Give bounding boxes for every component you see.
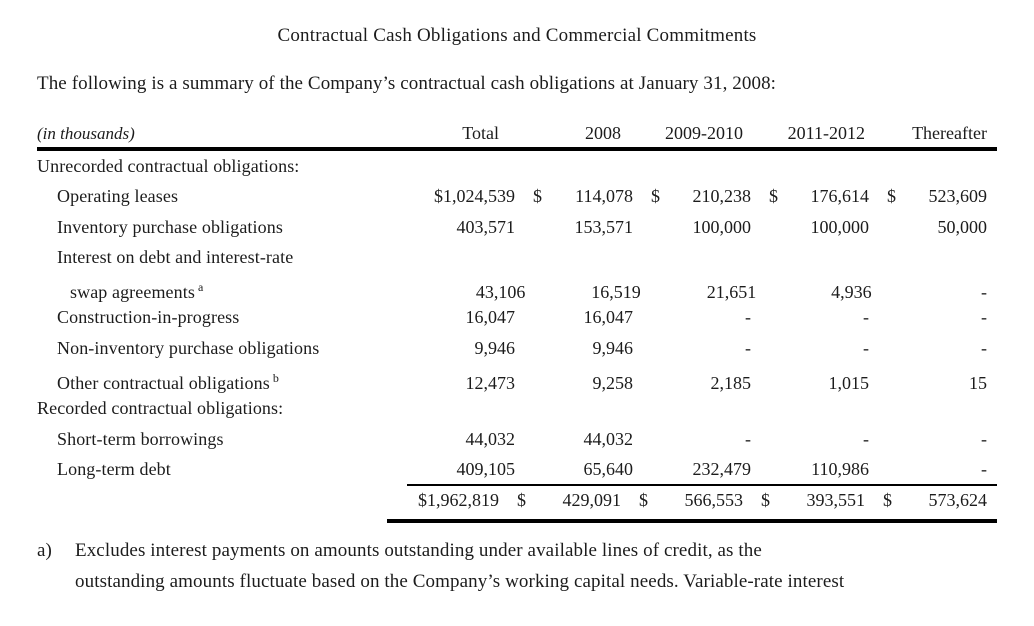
cell-2009-2010: - <box>745 337 751 358</box>
cell-total: 12,473 <box>465 373 516 394</box>
footnote-text: Excludes interest payments on amounts ou… <box>75 536 997 597</box>
cell-total: 44,032 <box>465 428 516 449</box>
cell-2008: 9,946 <box>592 337 634 358</box>
cell-thereafter: $573,624 <box>883 490 987 511</box>
table-row: Inventory purchase obligations 403,571 1… <box>37 212 997 242</box>
intro-text: The following is a summary of the Compan… <box>37 73 777 94</box>
units-label: (in thousands) <box>37 124 135 143</box>
row-values: 409,105 65,640 232,479 110,986 - <box>407 454 997 487</box>
cell-2009-2010: 232,479 <box>692 458 752 479</box>
cell-thereafter: - <box>981 458 987 479</box>
cell-thereafter: - <box>981 428 987 449</box>
cell-total: 403,571 <box>456 216 516 237</box>
section-row-unrecorded: Unrecorded contractual obligations: <box>37 151 997 181</box>
cell-thereafter: 15 <box>969 373 987 394</box>
table-row: Non-inventory purchase obligations 9,946… <box>37 333 997 363</box>
section-label: Recorded contractual obligations: <box>37 398 284 419</box>
table-row: Other contractual obligations b 12,473 9,… <box>37 363 997 393</box>
row-label: Long-term debt <box>57 458 171 479</box>
cell-2011-2012: 1,015 <box>828 373 870 394</box>
cell-2008: 16,519 <box>591 282 641 303</box>
table-row: Operating leases $1,024,539 $114,078 $21… <box>37 181 997 211</box>
row-values: 43,106 16,519 21,651 4,936 - <box>420 277 997 307</box>
document-page: Contractual Cash Obligations and Commerc… <box>0 25 1034 597</box>
table-header-row: (in thousands) Total 2008 2009-2010 2011… <box>37 114 997 151</box>
cell-2008: 153,571 <box>574 216 634 237</box>
cell-2009-2010: 100,000 <box>692 216 752 237</box>
cell-2011-2012: - <box>863 307 869 328</box>
table-row: swap agreements a 43,106 16,519 21,651 4,… <box>37 272 997 302</box>
row-superscript: a <box>197 280 204 295</box>
cell-2011-2012: $393,551 <box>761 490 865 511</box>
row-label: Non-inventory purchase obligations <box>57 337 320 358</box>
cell-total: $1,024,539 <box>434 186 515 207</box>
table-row: Construction-in-progress 16,047 16,047 -… <box>37 302 997 332</box>
row-label: Inventory purchase obligations <box>57 216 283 237</box>
cell-2011-2012: - <box>863 337 869 358</box>
cell-2008: 16,047 <box>583 307 634 328</box>
table-row-label-line: Interest on debt and interest-rate <box>37 242 997 272</box>
cell-2008: 65,640 <box>583 458 634 479</box>
cell-2008: 9,258 <box>592 373 634 394</box>
cell-2011-2012: 110,986 <box>811 458 869 479</box>
page-title: Contractual Cash Obligations and Commerc… <box>277 25 757 46</box>
total-row-values: $1,962,819 $429,091 $566,553 $393,551 $5… <box>387 484 997 524</box>
cell-2009-2010: 2,185 <box>710 373 752 394</box>
row-values: 44,032 44,032 - - - <box>407 424 997 454</box>
cell-2011-2012: 4,936 <box>831 282 872 303</box>
column-headers: Total 2008 2009-2010 2011-2012 Thereafte… <box>387 123 997 144</box>
cell-2011-2012: $176,614 <box>769 186 869 207</box>
total-row: $1,962,819 $429,091 $566,553 $393,551 $5… <box>37 484 997 524</box>
cell-total: 9,946 <box>474 337 516 358</box>
cell-thereafter: - <box>981 282 987 303</box>
footnote-text-line: outstanding amounts fluctuate based on t… <box>75 570 845 592</box>
cell-2009-2010: - <box>745 307 751 328</box>
column-header-thereafter: Thereafter <box>912 123 987 143</box>
footnote-a: a) Excludes interest payments on amounts… <box>37 536 997 597</box>
column-header-2011-2012: 2011-2012 <box>787 123 865 143</box>
column-header-2009-2010: 2009-2010 <box>665 123 743 143</box>
column-header-total: Total <box>462 123 499 143</box>
footnote-marker: a) <box>37 540 52 562</box>
cell-total: 409,105 <box>456 458 516 479</box>
column-header-2008: 2008 <box>585 123 621 143</box>
section-row-recorded: Recorded contractual obligations: <box>37 393 997 423</box>
cell-2008: 44,032 <box>583 428 634 449</box>
cell-thereafter: - <box>981 337 987 358</box>
row-label: Other contractual obligations b <box>57 371 279 394</box>
row-values: 403,571 153,571 100,000 100,000 50,000 <box>407 212 997 242</box>
row-label: Short-term borrowings <box>57 428 224 449</box>
row-label: swap agreements a <box>70 280 204 303</box>
cell-2011-2012: 100,000 <box>810 216 870 237</box>
cell-total: 43,106 <box>475 282 526 303</box>
table-row: Long-term debt 409,105 65,640 232,479 11… <box>37 454 997 487</box>
row-superscript: b <box>272 371 279 386</box>
row-values: 12,473 9,258 2,185 1,015 15 <box>407 368 997 398</box>
section-label: Unrecorded contractual obligations: <box>37 156 300 176</box>
row-values: $1,024,539 $114,078 $210,238 $176,614 $5… <box>407 181 997 211</box>
obligations-table: (in thousands) Total 2008 2009-2010 2011… <box>37 114 997 524</box>
cell-2011-2012: - <box>863 428 869 449</box>
cell-2009-2010: 21,651 <box>706 282 757 303</box>
cell-2009-2010: $566,553 <box>639 490 743 511</box>
row-values: 9,946 9,946 - - - <box>407 333 997 363</box>
row-label: Construction-in-progress <box>57 307 240 328</box>
row-label: Operating leases <box>57 186 179 207</box>
table-row: Short-term borrowings 44,032 44,032 - - … <box>37 424 997 454</box>
cell-total: 16,047 <box>465 307 516 328</box>
cell-2009-2010: $210,238 <box>651 186 751 207</box>
cell-thereafter: $523,609 <box>887 186 987 207</box>
cell-2008: $429,091 <box>517 490 621 511</box>
footnote-text-line: Excludes interest payments on amounts ou… <box>75 540 762 562</box>
row-label: Interest on debt and interest-rate <box>57 246 294 267</box>
cell-thereafter: - <box>981 307 987 328</box>
row-values: 16,047 16,047 - - - <box>407 302 997 332</box>
cell-thereafter: 50,000 <box>937 216 988 237</box>
cell-2008: $114,078 <box>533 186 633 207</box>
cell-total: $1,962,819 <box>418 490 499 511</box>
cell-2009-2010: - <box>745 428 751 449</box>
